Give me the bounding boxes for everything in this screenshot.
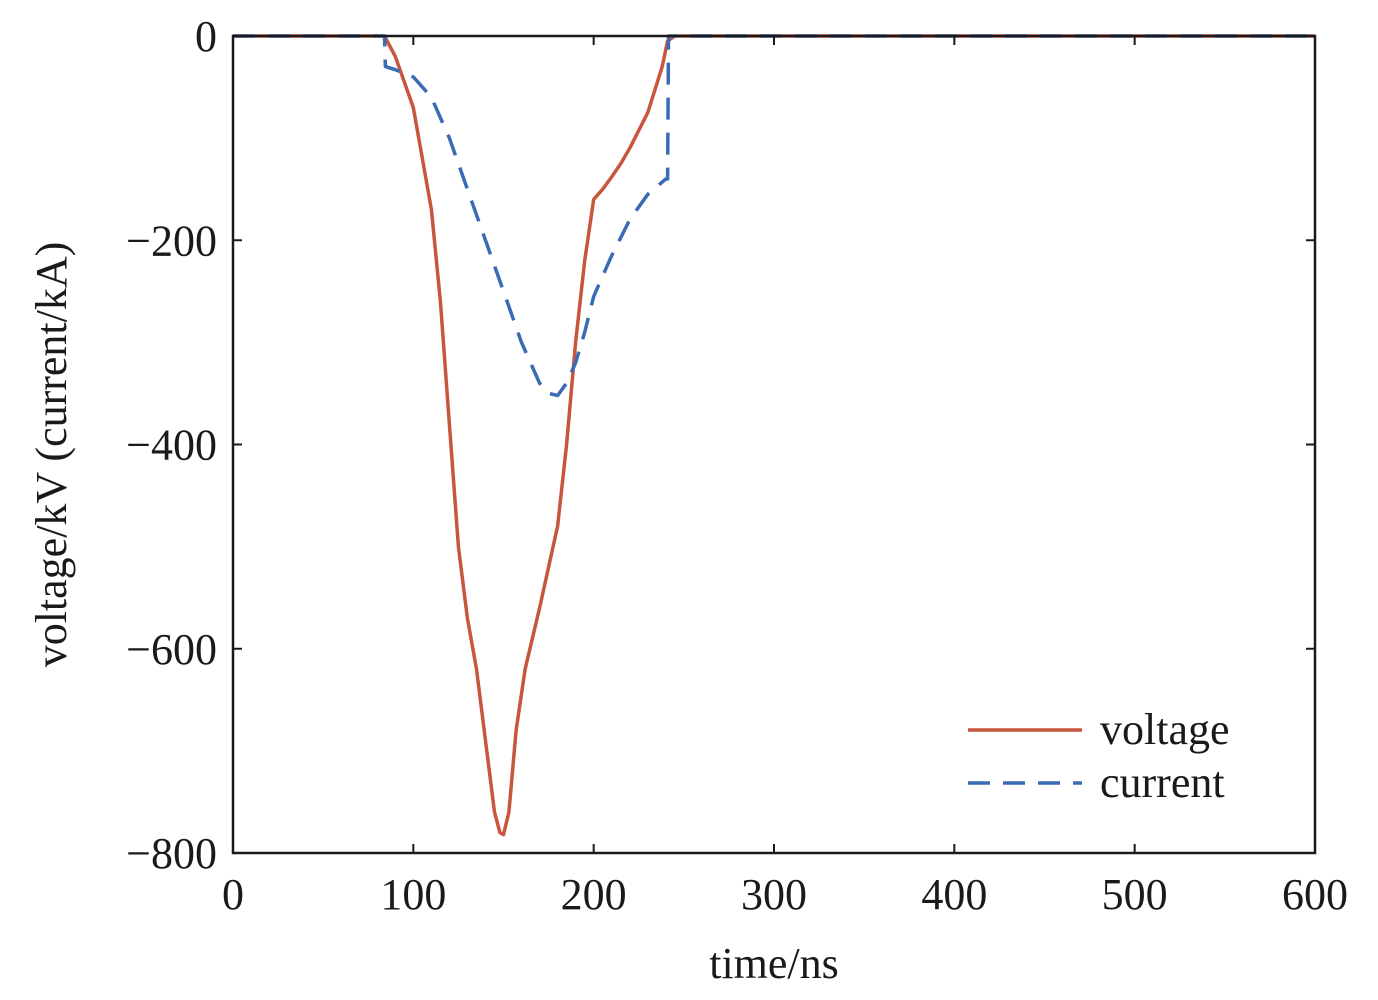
y-tick-label: −400 [126,421,217,470]
legend-label-current: current [1100,758,1225,807]
x-tick-label: 0 [222,870,244,919]
x-tick-label: 100 [380,870,446,919]
x-tick-label: 200 [561,870,627,919]
x-tick-label: 500 [1102,870,1168,919]
x-axis-title: time/ns [709,939,839,988]
y-tick-label: −200 [126,216,217,265]
plot-lines [233,34,1315,837]
x-tick-label: 300 [741,870,807,919]
x-axis-ticks: 0 100 200 300 400 500 600 [222,36,1348,919]
x-tick-label: 600 [1282,870,1348,919]
y-tick-label: 0 [195,12,217,61]
y-tick-label: −600 [126,625,217,674]
legend-label-voltage: voltage [1100,705,1230,754]
y-tick-label: −800 [126,829,217,878]
series-line-current [233,34,1315,398]
y-axis-ticks: 0 −200 −400 −600 −800 [126,12,1315,878]
series-line-voltage [233,34,1315,837]
y-axis-title: voltage/kV (current/kA) [27,242,76,668]
x-tick-label: 400 [921,870,987,919]
